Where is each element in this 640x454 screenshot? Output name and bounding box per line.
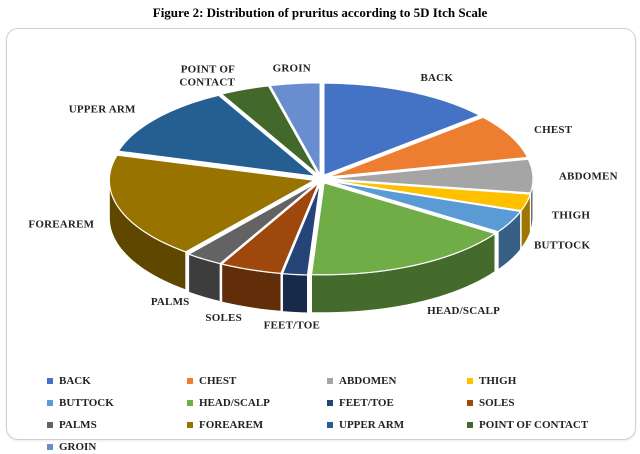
legend-label: BACK <box>59 375 91 387</box>
pie-chart: BACK CHEST ABDOMEN THIGH BUTTOCK HEAD/SCALP FE… <box>28 63 617 332</box>
legend-swatch <box>187 422 193 428</box>
legend-swatch <box>187 400 193 406</box>
legend-swatch <box>47 444 53 450</box>
pie-slice-palms <box>187 181 318 265</box>
data-label-head-scalp: HEAD/SCALP <box>427 305 500 317</box>
legend-label: POINT OF CONTACT <box>479 419 589 431</box>
data-label-forearem: FOREAREM <box>28 218 94 230</box>
legend-swatch <box>467 422 473 428</box>
legend-label: BUTTOCK <box>59 397 114 409</box>
pie-slice-point-of-contact <box>220 85 319 176</box>
data-label-abdomen: ABDOMEN <box>559 171 618 183</box>
data-label-point-of-contact: POINT OF CONTACT <box>179 63 235 88</box>
legend-label: PALMS <box>59 419 97 431</box>
pie-slice-abdomen <box>327 158 534 194</box>
data-label-palms: PALMS <box>151 296 190 308</box>
legend-label: SOLES <box>479 397 515 409</box>
legend-swatch <box>47 422 53 428</box>
pie-labels: BACK CHEST ABDOMEN THIGH BUTTOCK HEAD/SCALP FE… <box>28 63 617 332</box>
legend-label: CHEST <box>199 375 237 387</box>
data-label-thigh: THIGH <box>552 210 591 222</box>
legend-item-groin: GROIN <box>47 440 96 454</box>
legend-swatch <box>327 422 333 428</box>
legend-item-point-of-contact: POINT OF CONTACT <box>467 418 588 432</box>
pie-slice-back <box>323 82 482 177</box>
data-label-upper-arm: UPPER ARM <box>69 104 136 116</box>
data-label-groin: GROIN <box>273 63 311 75</box>
data-label-feet-toe: FEET/TOE <box>264 319 320 331</box>
legend-item-soles: SOLES <box>467 396 514 410</box>
legend-swatch <box>327 400 333 406</box>
pie-tops <box>108 82 534 276</box>
legend-label: UPPER ARM <box>339 419 405 431</box>
data-label-soles: SOLES <box>205 312 241 324</box>
legend-item-forearem: FOREAREM <box>187 418 263 432</box>
legend-swatch <box>47 400 53 406</box>
legend-item-upper-arm: UPPER ARM <box>327 418 404 432</box>
pie-slice-groin <box>269 82 321 178</box>
pie-slice-head-scalp <box>310 181 497 276</box>
data-label-back: BACK <box>421 72 454 84</box>
legend-item-abdomen: ABDOMEN <box>327 374 396 388</box>
legend-swatch <box>467 400 473 406</box>
legend-swatch <box>327 378 333 384</box>
pie-slice-upper-arm <box>117 94 318 178</box>
legend-label: HEAD/SCALP <box>199 397 270 409</box>
legend-label: ABDOMEN <box>339 375 397 387</box>
legend-item-palms: PALMS <box>47 418 97 432</box>
legend-swatch <box>467 378 473 384</box>
legend-label: THIGH <box>479 375 517 387</box>
legend-label: GROIN <box>59 441 97 453</box>
pie-slice-chest <box>327 116 529 178</box>
legend-swatch <box>47 378 53 384</box>
legend-item-chest: CHEST <box>187 374 236 388</box>
legend-item-feet-toe: FEET/TOE <box>327 396 394 410</box>
figure-title: Figure 2: Distribution of pruritus accor… <box>152 5 488 20</box>
data-label-chest: CHEST <box>534 124 573 136</box>
pie-slice-buttock <box>327 180 522 233</box>
legend-item-head-scalp: HEAD/SCALP <box>187 396 270 410</box>
legend-item-back: BACK <box>47 374 91 388</box>
data-label-buttock: BUTTOCK <box>534 239 590 251</box>
legend-label: FOREAREM <box>199 419 264 431</box>
pie-slice-thigh <box>327 179 532 212</box>
legend-label: FEET/TOE <box>339 397 394 409</box>
chart-area: BACK CHEST ABDOMEN THIGH BUTTOCK HEAD/SCALP FE… <box>6 28 636 453</box>
pie-side-feet-toe <box>281 273 309 314</box>
legend-swatch <box>187 378 193 384</box>
pie-slice-feet-toe <box>281 182 321 276</box>
pie-slice-soles <box>220 182 320 275</box>
legend-item-buttock: BUTTOCK <box>47 396 114 410</box>
pie-slice-forearem <box>108 154 317 253</box>
legend-item-thigh: THIGH <box>467 374 516 388</box>
